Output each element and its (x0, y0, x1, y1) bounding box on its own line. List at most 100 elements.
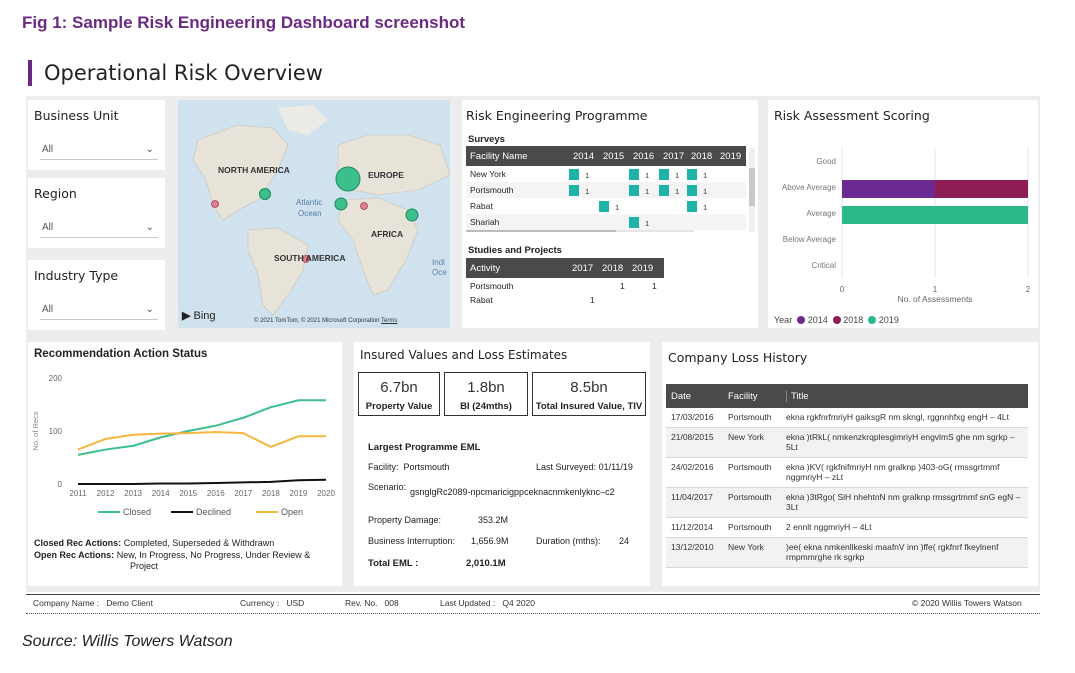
survey-cell-bar (687, 201, 697, 212)
studies-matrix: Activity 2017 2018 2019 Portsmouth 1 1 Raba… (466, 258, 664, 305)
map-label: EUROPE (368, 170, 404, 180)
eml-facility: Facility: Portsmouth (368, 462, 450, 472)
surveys-column-header: 2018 (691, 151, 712, 162)
studies-cell-value: 1 (620, 281, 625, 291)
facility-label: Facility: (368, 462, 399, 472)
legend-dot-icon (797, 316, 806, 324)
last-surveyed-label: Last Surveyed: (536, 462, 597, 472)
x-tick-label: 2017 (234, 489, 252, 498)
terms-link[interactable]: Terms (381, 318, 398, 324)
surveys-row-label: Shariah (470, 217, 500, 227)
column-header-title[interactable]: Title (786, 391, 809, 402)
x-tick-label: 2014 (152, 489, 170, 498)
figure-title: Fig 1: Sample Risk Engineering Dashboard… (22, 13, 466, 32)
column-header-facility[interactable]: Facility (728, 391, 758, 402)
business-unit-slicer: Business Unit All ⌄ (28, 100, 165, 170)
region-dropdown[interactable]: All ⌄ (40, 218, 158, 238)
map-label: Ocean (298, 209, 322, 218)
recommendation-action-status: Recommendation Action Status 0 100 200 No. … (28, 342, 342, 586)
rec-status-title: Recommendation Action Status (34, 348, 208, 360)
y-axis-label: No. of Recs (31, 411, 40, 450)
property-damage-label: Property Damage: (368, 515, 442, 525)
survey-cell-value: 1 (585, 187, 589, 196)
legend-title: Year (774, 315, 793, 325)
eml-last-surveyed: Last Surveyed: 01/11/19 (536, 462, 633, 472)
legend-label: Open (281, 507, 303, 517)
studies-cell-value: 1 (652, 281, 657, 291)
company-loss-history: Company Loss History Date Facility Title… (662, 342, 1038, 586)
last-surveyed-value: 01/11/19 (598, 462, 633, 472)
footer-dotted-divider (26, 613, 1040, 614)
legend-label: Declined (196, 507, 231, 517)
studies-row-label: Rabat (470, 295, 493, 305)
survey-cell-value: 1 (675, 171, 679, 180)
surveys-row-label: Rabat (470, 201, 493, 211)
open-rec-label: Open Rec Actions: (34, 550, 115, 560)
row-facility: New York (728, 432, 764, 442)
x-tick-label: 2019 (290, 489, 308, 498)
row-date: 11/04/2017 (671, 492, 713, 502)
surveys-title: Surveys (468, 134, 505, 145)
survey-cell-bar (659, 169, 669, 180)
footer-divider (26, 594, 1040, 595)
region-slicer: Region All ⌄ (28, 178, 165, 248)
survey-cell-bar (659, 185, 669, 196)
kpi-value: 6.7bn (380, 379, 418, 396)
y-tick-label: 100 (49, 427, 63, 436)
score-bar (842, 206, 1028, 224)
survey-cell-value: 1 (615, 203, 619, 212)
survey-cell-bar (629, 217, 639, 228)
loss-table-body: 17/03/2016 Portsmouth ekna rgkfnrfmriyH … (666, 408, 1028, 568)
row-facility: Portsmouth (728, 492, 772, 502)
studies-cell-value: 1 (590, 295, 595, 305)
legend-label: 2018 (843, 315, 864, 325)
open-rec-actions: Open Rec Actions: New, In Progress, No P… (34, 550, 334, 560)
business-unit-dropdown[interactable]: All ⌄ (40, 140, 158, 160)
map-label: Atlantic (296, 198, 323, 207)
score-bar (935, 180, 1028, 198)
legend-dot-icon (832, 316, 841, 324)
loss-history-title: Company Loss History (668, 350, 808, 365)
series-line-closed (77, 399, 326, 456)
studies-column-header: 2017 (572, 263, 593, 274)
updated-value: Q4 2020 (502, 598, 536, 608)
table-row[interactable]: 17/03/2016 Portsmouth ekna rgkfnrfmriyH … (666, 408, 1028, 428)
studies-row-label: Portsmouth (470, 281, 514, 291)
kpi-label: BI (24mths) (460, 401, 512, 412)
column-header-date[interactable]: Date (671, 391, 692, 402)
bi-label: Business Interruption: (368, 536, 456, 546)
category-label: Good (816, 157, 836, 166)
map-copyright: © 2021 TomTom, © 2021 Microsoft Corporat… (254, 318, 397, 324)
row-date: 13/12/2010 (671, 542, 714, 552)
table-row[interactable]: 11/04/2017 Portsmouth ekna )3tRgo( SiH n… (666, 488, 1028, 518)
map-label: Indi (432, 258, 445, 267)
legend-item-2019: 2019 (868, 315, 899, 325)
currency-label: Currency : (240, 598, 280, 608)
survey-cell-value: 1 (675, 187, 679, 196)
survey-cell-bar (569, 185, 579, 196)
table-row[interactable]: 11/12/2014 Portsmouth 2 ennlt nggmriyH –… (666, 518, 1028, 538)
rev-value: 008 (384, 598, 399, 608)
industry-type-dropdown[interactable]: All ⌄ (40, 300, 158, 320)
table-row[interactable]: 13/12/2010 New York )ee( ekna nmkenllkes… (666, 538, 1028, 568)
updated-label: Last Updated : (440, 598, 496, 608)
x-tick-label: 2018 (262, 489, 280, 498)
slicer-label: Industry Type (34, 268, 119, 283)
surveys-row (466, 166, 746, 182)
category-label: Critical (812, 261, 837, 270)
legend-item-2014: 2014 (797, 315, 828, 325)
world-map[interactable]: NORTH AMERICA EUROPE Atlantic Ocean AFRI… (178, 100, 450, 328)
surveys-column-header: 2015 (603, 151, 624, 162)
table-row[interactable]: 24/02/2016 Portsmouth ekna )KV( rgkfnifm… (666, 458, 1028, 488)
scenario-label: Scenario: (368, 482, 407, 492)
x-axis-label: No. of Assessments (897, 294, 972, 304)
row-facility: Portsmouth (728, 522, 772, 532)
eml-title: Largest Programme EML (368, 442, 481, 453)
table-row[interactable]: 21/08/2015 New York ekna )tRkL( nmkenzkr… (666, 428, 1028, 458)
row-date: 17/03/2016 (671, 412, 714, 422)
map-copyright-text: © 2021 TomTom, © 2021 Microsoft Corporat… (254, 318, 380, 324)
industry-type-slicer: Industry Type All ⌄ (28, 260, 165, 330)
scenario-value: gsnglgRc2089-npcmaricigppceknacnmkenlykn… (410, 487, 615, 497)
studies-title: Studies and Projects (468, 245, 562, 256)
closed-rec-text: Completed, Superseded & Withdrawn (123, 538, 275, 548)
